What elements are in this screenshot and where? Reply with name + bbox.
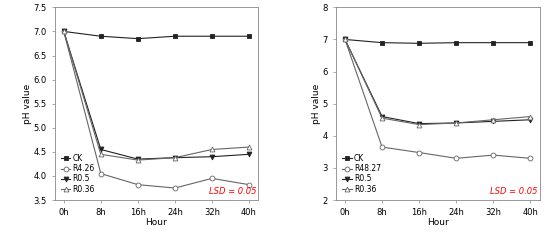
Y-axis label: pH value: pH value — [23, 84, 32, 124]
X-axis label: Hour: Hour — [427, 218, 449, 227]
R0.36 — [490, 118, 496, 121]
CK — [453, 41, 459, 44]
R0.36 — [246, 146, 252, 149]
R0.36 — [453, 122, 459, 124]
CK — [416, 42, 422, 45]
CK — [490, 41, 496, 44]
R0.36 — [379, 117, 385, 120]
R0.5 — [135, 158, 141, 161]
CK — [246, 35, 252, 38]
CK — [172, 35, 178, 38]
R0.36 — [172, 156, 178, 159]
CK — [135, 37, 141, 40]
R0.36 — [60, 30, 67, 33]
R48.27 — [342, 38, 348, 41]
R48.27 — [490, 154, 496, 157]
Line: CK: CK — [343, 37, 532, 46]
Y-axis label: pH value: pH value — [312, 84, 322, 124]
R0.36 — [416, 123, 422, 126]
R0.5 — [527, 118, 534, 121]
R0.5 — [172, 156, 178, 159]
CK — [379, 41, 385, 44]
Line: R48.27: R48.27 — [343, 37, 532, 161]
R0.5 — [209, 155, 215, 158]
Line: R4.26: R4.26 — [62, 29, 251, 191]
Legend: CK, R48.27, R0.5, R0.36: CK, R48.27, R0.5, R0.36 — [342, 153, 381, 194]
R4.26 — [60, 30, 67, 33]
CK — [342, 38, 348, 41]
R4.26 — [209, 177, 215, 180]
R4.26 — [135, 183, 141, 186]
Legend: CK, R4.26, R0.5, R0.36: CK, R4.26, R0.5, R0.36 — [60, 153, 96, 194]
R4.26 — [172, 187, 178, 190]
R0.36 — [527, 115, 534, 118]
R0.5 — [342, 38, 348, 41]
CK — [60, 30, 67, 33]
R0.5 — [246, 153, 252, 156]
Line: R0.5: R0.5 — [62, 29, 251, 162]
R0.36 — [342, 38, 348, 41]
R0.36 — [135, 159, 141, 162]
CK — [209, 35, 215, 38]
R0.5 — [416, 122, 422, 125]
R4.26 — [98, 172, 104, 175]
R0.36 — [98, 153, 104, 156]
R48.27 — [527, 157, 534, 160]
R48.27 — [379, 146, 385, 149]
R4.26 — [246, 183, 252, 186]
R48.27 — [416, 151, 422, 154]
R0.5 — [453, 122, 459, 124]
R0.5 — [60, 30, 67, 33]
R0.5 — [379, 115, 385, 118]
Line: R0.5: R0.5 — [343, 37, 532, 126]
CK — [527, 41, 534, 44]
Line: R0.36: R0.36 — [62, 29, 251, 163]
R48.27 — [453, 157, 459, 160]
X-axis label: Hour: Hour — [146, 218, 167, 227]
Line: CK: CK — [62, 29, 251, 41]
Text: LSD = 0.05: LSD = 0.05 — [209, 187, 256, 196]
Line: R0.36: R0.36 — [343, 37, 532, 127]
CK — [98, 35, 104, 38]
R0.5 — [490, 120, 496, 123]
Text: LSD = 0.05: LSD = 0.05 — [490, 187, 537, 196]
R0.5 — [98, 148, 104, 151]
R0.36 — [209, 148, 215, 151]
